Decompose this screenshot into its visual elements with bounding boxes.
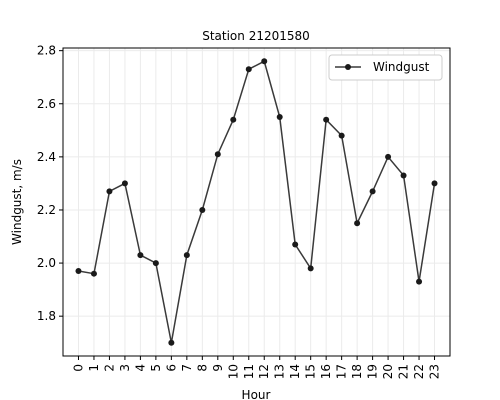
x-tick-label: 19 — [366, 364, 380, 379]
x-tick-label: 10 — [226, 364, 240, 379]
data-point — [323, 116, 330, 123]
chart-title: Station 21201580 — [202, 29, 310, 43]
x-tick-label: 20 — [381, 364, 395, 379]
x-axis-label: Hour — [242, 388, 271, 400]
y-tick-label: 2.4 — [37, 150, 56, 164]
x-tick-label: 6 — [164, 364, 178, 372]
x-tick-label: 22 — [412, 364, 426, 379]
y-axis-ticks: 1.8 2.0 2.2 2.4 2.6 2.8 — [37, 44, 63, 323]
y-axis-label: Windgust, m/s — [10, 159, 24, 245]
grid-layer — [63, 48, 450, 356]
series-line-windgust — [78, 60, 436, 343]
x-axis-ticks: 0 1 2 3 4 5 6 7 8 9 10 11 12 13 14 15 16 17 18 19 20 21 22 23 — [71, 356, 442, 379]
x-tick-label: 2 — [102, 364, 116, 372]
x-tick-label: 17 — [335, 364, 349, 379]
data-point — [338, 132, 345, 139]
data-point — [199, 206, 206, 213]
data-point — [75, 268, 82, 275]
legend: Windgust — [328, 54, 443, 81]
x-tick-label: 9 — [211, 364, 225, 372]
data-point — [230, 116, 237, 123]
y-tick-label: 1.8 — [37, 309, 56, 323]
x-tick-label: 5 — [149, 364, 163, 372]
data-point — [137, 252, 144, 259]
x-tick-label: 12 — [257, 364, 271, 379]
y-tick-label: 2.8 — [37, 44, 56, 58]
plot-frame — [62, 47, 451, 357]
data-point — [152, 260, 159, 267]
x-tick-label: 3 — [118, 364, 132, 372]
data-point — [369, 188, 376, 195]
x-tick-label: 21 — [397, 364, 411, 379]
x-tick-label: 8 — [195, 364, 209, 372]
y-tick-label: 2.6 — [37, 97, 56, 111]
x-tick-label: 0 — [71, 364, 85, 372]
x-tick-label: 15 — [304, 364, 318, 379]
data-point — [431, 180, 438, 187]
data-point — [307, 265, 314, 272]
data-point — [245, 66, 252, 73]
data-point — [400, 172, 407, 179]
x-tick-label: 7 — [180, 364, 194, 372]
data-point — [354, 220, 361, 227]
data-point — [385, 153, 392, 160]
data-point — [106, 188, 113, 195]
data-point — [90, 270, 97, 277]
legend-entry-windgust: Windgust — [373, 60, 430, 74]
legend-marker-swatch — [345, 64, 351, 70]
data-point — [276, 114, 283, 121]
x-tick-label: 11 — [242, 364, 256, 379]
data-point — [416, 278, 423, 285]
data-point — [214, 151, 221, 158]
x-tick-label: 23 — [428, 364, 442, 379]
data-point — [168, 339, 175, 346]
y-tick-label: 2.0 — [37, 256, 56, 270]
x-tick-label: 16 — [319, 364, 333, 379]
x-tick-label: 18 — [350, 364, 364, 379]
x-tick-label: 1 — [87, 364, 101, 372]
data-point — [121, 180, 128, 187]
x-tick-label: 4 — [133, 364, 147, 372]
series-layer — [75, 58, 438, 346]
data-point — [292, 241, 299, 248]
legend-box — [328, 54, 443, 81]
y-tick-label: 2.2 — [37, 203, 56, 217]
data-point — [183, 252, 190, 259]
data-point — [261, 58, 268, 65]
x-tick-label: 13 — [273, 364, 287, 379]
x-tick-label: 14 — [288, 364, 302, 379]
